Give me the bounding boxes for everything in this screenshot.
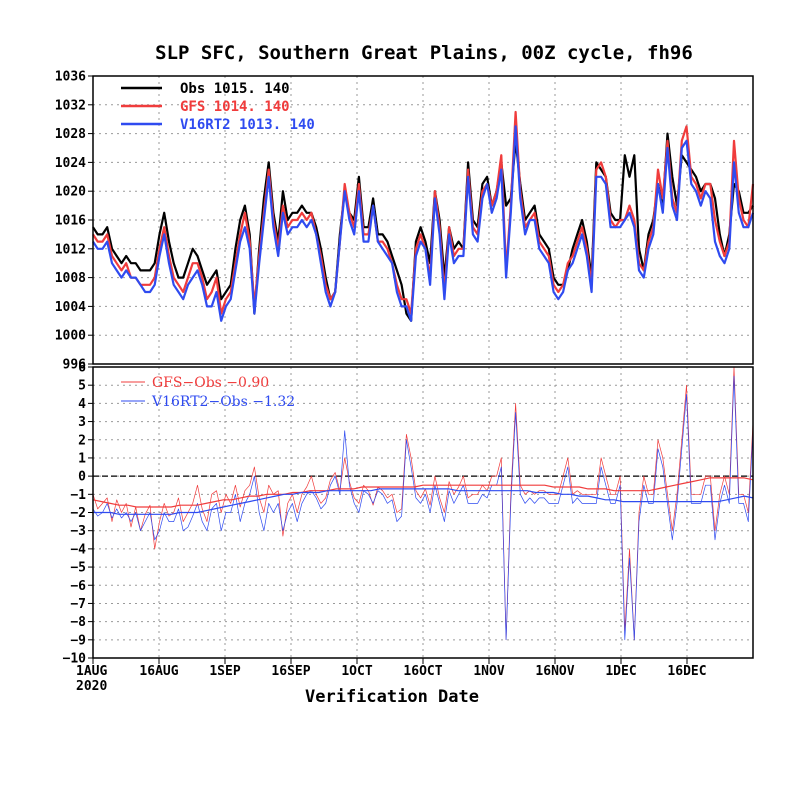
x-tick-label: 1NOV bbox=[473, 664, 504, 679]
x-tick-label: 1OCT bbox=[341, 664, 372, 679]
bottom-ytick-label: −6 bbox=[70, 579, 86, 594]
top-ytick-label: 996 bbox=[63, 358, 87, 373]
top-legend-label: V16RT2 1013. 140 bbox=[180, 117, 315, 133]
bottom-series-gfs-obs-running-mean bbox=[92, 477, 754, 508]
bottom-ytick-label: −8 bbox=[70, 615, 86, 630]
top-panel-frame bbox=[92, 75, 754, 365]
top-ytick-label: 1016 bbox=[55, 214, 86, 229]
x-tick-label: 1AUG bbox=[76, 664, 107, 679]
chart-title: SLP SFC, Southern Great Plains, 00Z cycl… bbox=[155, 42, 693, 64]
bottom-ytick-label: −4 bbox=[70, 542, 86, 557]
bottom-ytick-label: −9 bbox=[70, 633, 86, 648]
bottom-ytick-label: −5 bbox=[70, 561, 86, 576]
x-tick-label: 16NOV bbox=[535, 664, 574, 679]
x-axis: 1AUG 16AUG 1SEP 16SEP 1OCT 16OCT 1NOV 16NOV 1DEC… bbox=[76, 658, 707, 679]
bottom-ytick-label: 3 bbox=[78, 415, 86, 430]
top-series-obs bbox=[92, 132, 754, 322]
x-tick-label: 16OCT bbox=[403, 664, 442, 679]
top-ytick-label: 1008 bbox=[55, 271, 86, 286]
top-legend-label: Obs 1015. 140 bbox=[180, 81, 290, 97]
top-series-gfs bbox=[92, 110, 755, 315]
x-axis-year: 2020 bbox=[76, 679, 107, 694]
x-tick-label: 1DEC bbox=[605, 664, 636, 679]
top-ytick-label: 1032 bbox=[55, 98, 86, 113]
x-tick-label: 16AUG bbox=[139, 664, 178, 679]
bottom-legend-label: V16RT2−Obs −1.32 bbox=[151, 394, 295, 410]
slp-panel: 1036 1032 1028 1024 1020 1016 1012 1008 1004 1000… bbox=[55, 70, 755, 373]
difference-panel: 6 5 4 3 2 1 0 −1 −2 −3 −4 −5 −6 −7 −8 −9 −10 GFS−Obs −0.9… bbox=[63, 361, 754, 667]
top-series-v16rt2 bbox=[92, 125, 755, 322]
bottom-ytick-label: −7 bbox=[70, 597, 86, 612]
bottom-ytick-label: −1 bbox=[70, 488, 86, 503]
bottom-ytick-label: 5 bbox=[78, 379, 86, 394]
top-legend-label: GFS 1014. 140 bbox=[180, 99, 290, 115]
x-tick-label: 1SEP bbox=[209, 664, 240, 679]
bottom-ytick-label: −2 bbox=[70, 506, 86, 521]
bottom-ytick-label: 6 bbox=[78, 361, 86, 376]
x-tick-label: 16DEC bbox=[667, 664, 706, 679]
bottom-ytick-label: 2 bbox=[78, 433, 86, 448]
top-ytick-label: 1012 bbox=[55, 242, 86, 257]
bottom-ytick-label: −3 bbox=[70, 524, 86, 539]
bottom-ytick-label: −10 bbox=[63, 652, 87, 667]
bottom-ytick-label: 4 bbox=[78, 397, 86, 412]
top-ytick-label: 1028 bbox=[55, 127, 86, 142]
bottom-ytick-label: 1 bbox=[78, 451, 86, 466]
bottom-ytick-label: 0 bbox=[78, 470, 86, 485]
top-ytick-label: 1004 bbox=[55, 300, 86, 315]
x-axis-label: Verification Date bbox=[305, 687, 479, 707]
bottom-legend-label: GFS−Obs −0.90 bbox=[152, 375, 269, 391]
top-ytick-label: 1036 bbox=[55, 70, 86, 85]
top-ytick-label: 1020 bbox=[55, 185, 86, 200]
bottom-series-v16rt2-obs-running-mean bbox=[93, 488, 754, 515]
top-ytick-label: 1000 bbox=[55, 329, 86, 344]
top-ytick-label: 1024 bbox=[55, 156, 86, 171]
x-tick-label: 16SEP bbox=[271, 664, 310, 679]
